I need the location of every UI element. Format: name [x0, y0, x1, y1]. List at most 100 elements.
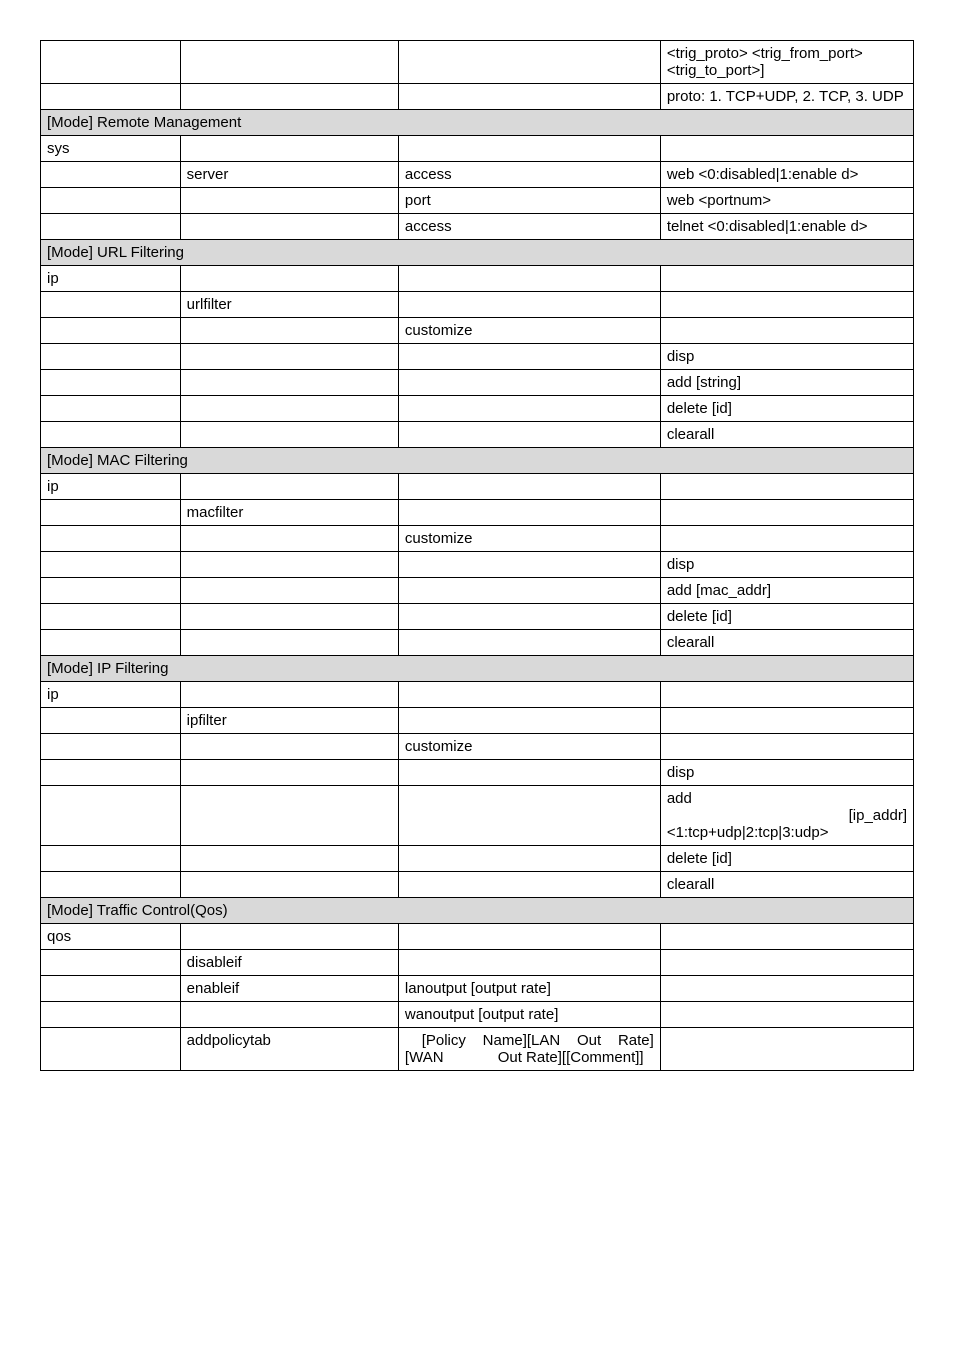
cell — [41, 1028, 181, 1071]
cell: addpolicytab — [180, 1028, 398, 1071]
cell — [180, 370, 398, 396]
cell — [398, 760, 660, 786]
cell: telnet <0:disabled|1:enable d> — [660, 214, 913, 240]
cell — [41, 760, 181, 786]
cell — [398, 630, 660, 656]
cell — [180, 84, 398, 110]
cell — [180, 924, 398, 950]
cell: port — [398, 188, 660, 214]
cell — [41, 526, 181, 552]
cell — [660, 292, 913, 318]
cell: enableif — [180, 976, 398, 1002]
cell: disp — [660, 760, 913, 786]
cell: urlfilter — [180, 292, 398, 318]
cell — [41, 188, 181, 214]
cell — [41, 708, 181, 734]
cell — [180, 474, 398, 500]
row-ip-clearall: clearall — [41, 872, 914, 898]
section-traffic-control: [Mode] Traffic Control(Qos) — [41, 898, 914, 924]
cell: server — [180, 162, 398, 188]
row-wanoutput: wanoutput [output rate] — [41, 1002, 914, 1028]
cell — [41, 162, 181, 188]
cell — [398, 370, 660, 396]
row-port: port web <portnum> — [41, 188, 914, 214]
cell — [180, 136, 398, 162]
cell — [180, 1002, 398, 1028]
row-urlfilter: urlfilter — [41, 292, 914, 318]
cell: delete [id] — [660, 604, 913, 630]
cell: delete [id] — [660, 846, 913, 872]
cell — [180, 872, 398, 898]
row-mac-customize: customize — [41, 526, 914, 552]
cell: proto: 1. TCP+UDP, 2. TCP, 3. UDP — [660, 84, 913, 110]
section-title: [Mode] Remote Management — [41, 110, 914, 136]
cell — [41, 604, 181, 630]
cell: add [mac_addr] — [660, 578, 913, 604]
cell — [398, 578, 660, 604]
cell — [398, 41, 660, 84]
row-proto: proto: 1. TCP+UDP, 2. TCP, 3. UDP — [41, 84, 914, 110]
cell: <trig_proto> <trig_from_port> <trig_to_p… — [660, 41, 913, 84]
cell: clearall — [660, 630, 913, 656]
section-title: [Mode] URL Filtering — [41, 240, 914, 266]
row-trig: <trig_proto> <trig_from_port> <trig_to_p… — [41, 41, 914, 84]
cell — [660, 474, 913, 500]
cell — [398, 552, 660, 578]
cell — [398, 872, 660, 898]
row-enableif: enableif lanoutput [output rate] — [41, 976, 914, 1002]
cell — [41, 950, 181, 976]
cell — [660, 1002, 913, 1028]
row-addpolicytab: addpolicytab [Policy Name][LAN Out Rate]… — [41, 1028, 914, 1071]
row-server: server access web <0:disabled|1:enable d… — [41, 162, 914, 188]
cell: customize — [398, 734, 660, 760]
cell — [41, 318, 181, 344]
cell — [398, 136, 660, 162]
cell: disp — [660, 552, 913, 578]
row-telnet: access telnet <0:disabled|1:enable d> — [41, 214, 914, 240]
cell — [398, 950, 660, 976]
cell: web <0:disabled|1:enable d> — [660, 162, 913, 188]
row-mac-disp: disp — [41, 552, 914, 578]
cell: ipfilter — [180, 708, 398, 734]
row-ip: ip — [41, 682, 914, 708]
row-mac-clearall: clearall — [41, 630, 914, 656]
cell — [398, 786, 660, 846]
cell — [180, 578, 398, 604]
row-macfilter: macfilter — [41, 500, 914, 526]
ip-add-label: add — [667, 790, 692, 807]
row-mac-add: add [mac_addr] — [41, 578, 914, 604]
cell — [398, 846, 660, 872]
cell — [180, 760, 398, 786]
row-ip: ip — [41, 266, 914, 292]
cell — [180, 630, 398, 656]
cell — [41, 578, 181, 604]
row-mac-delete: delete [id] — [41, 604, 914, 630]
section-mac-filtering: [Mode] MAC Filtering — [41, 448, 914, 474]
cell — [180, 41, 398, 84]
cell — [398, 474, 660, 500]
row-disableif: disableif — [41, 950, 914, 976]
cell — [398, 500, 660, 526]
cell — [398, 422, 660, 448]
cell: customize — [398, 526, 660, 552]
cell — [398, 84, 660, 110]
cell — [180, 188, 398, 214]
cell: [Policy Name][LAN Out Rate][WAN Out Rate… — [398, 1028, 660, 1071]
cell — [180, 214, 398, 240]
cell — [398, 292, 660, 318]
row-url-clearall: clearall — [41, 422, 914, 448]
cell — [180, 734, 398, 760]
section-remote-management: [Mode] Remote Management — [41, 110, 914, 136]
command-table: <trig_proto> <trig_from_port> <trig_to_p… — [40, 40, 914, 1071]
row-ipfilter: ipfilter — [41, 708, 914, 734]
cell: access — [398, 162, 660, 188]
cell — [41, 786, 181, 846]
cell: delete [id] — [660, 396, 913, 422]
row-url-customize: customize — [41, 318, 914, 344]
cell: wanoutput [output rate] — [398, 1002, 660, 1028]
row-url-disp: disp — [41, 344, 914, 370]
cell — [660, 526, 913, 552]
cell: disableif — [180, 950, 398, 976]
row-ip-disp: disp — [41, 760, 914, 786]
cell — [41, 292, 181, 318]
